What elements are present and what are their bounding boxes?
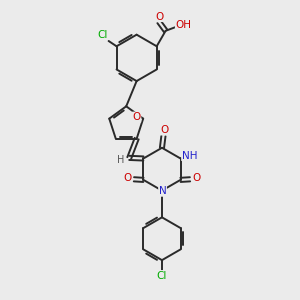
- Text: N: N: [159, 186, 167, 196]
- Text: O: O: [160, 125, 168, 135]
- Text: O: O: [123, 173, 131, 183]
- Text: O: O: [192, 173, 201, 183]
- Text: Cl: Cl: [98, 30, 108, 40]
- Text: O: O: [155, 11, 164, 22]
- Text: OH: OH: [176, 20, 191, 30]
- Text: O: O: [133, 112, 141, 122]
- Text: H: H: [117, 155, 124, 165]
- Text: NH: NH: [182, 151, 197, 160]
- Text: Cl: Cl: [157, 271, 167, 281]
